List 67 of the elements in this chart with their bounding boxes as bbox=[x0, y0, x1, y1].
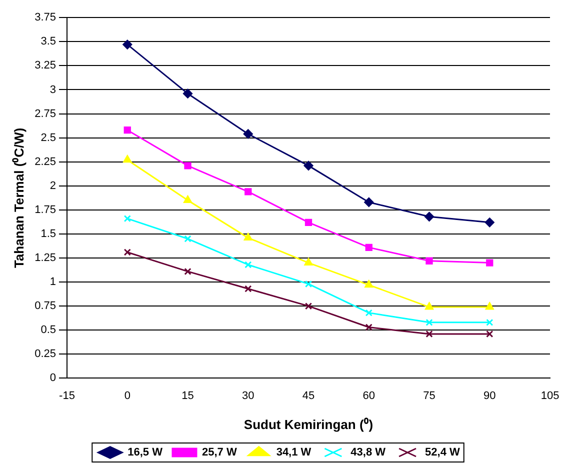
point bbox=[304, 160, 314, 170]
y-tick-label: 1.25 bbox=[34, 252, 56, 264]
x-tick-label: -15 bbox=[59, 390, 75, 402]
point bbox=[243, 129, 253, 139]
point bbox=[122, 40, 132, 50]
y-tick-label: 1.5 bbox=[40, 228, 56, 240]
point bbox=[184, 162, 192, 170]
x-tick-label: 90 bbox=[484, 390, 496, 402]
point bbox=[244, 261, 252, 268]
point bbox=[184, 268, 192, 276]
point bbox=[365, 309, 372, 316]
point bbox=[426, 330, 433, 338]
point bbox=[484, 218, 494, 228]
point bbox=[364, 197, 374, 207]
legend-label: 16,5 W bbox=[128, 446, 164, 459]
x-tick-label: 15 bbox=[182, 390, 194, 402]
y-tick-label: 3.25 bbox=[34, 60, 56, 72]
point bbox=[426, 257, 433, 264]
point bbox=[485, 302, 494, 310]
legend-label: 52,4 W bbox=[425, 446, 460, 459]
point bbox=[304, 218, 312, 226]
x-tick-label: 105 bbox=[540, 390, 560, 402]
point bbox=[244, 188, 252, 196]
point bbox=[304, 302, 312, 310]
y-tick-label: 0.5 bbox=[40, 324, 56, 336]
point bbox=[486, 259, 494, 266]
y-tick-label: 0.75 bbox=[34, 300, 56, 312]
x-tick-label: 30 bbox=[242, 390, 254, 402]
y-tick-label: 2.75 bbox=[34, 108, 56, 120]
x-axis-title: Sudut Kemiringan (⁰) bbox=[244, 416, 374, 432]
y-tick-label: 0 bbox=[50, 372, 56, 384]
point bbox=[486, 318, 494, 326]
point bbox=[424, 212, 434, 222]
x-tick-label: 45 bbox=[302, 390, 315, 402]
y-tick-label: 2.25 bbox=[34, 156, 56, 168]
point bbox=[184, 235, 192, 242]
legend-label: 25,7 W bbox=[202, 446, 238, 459]
y-axis-title: Tahanan Termal (⁰C/W) bbox=[11, 128, 26, 268]
x-tick-label: 0 bbox=[124, 390, 130, 402]
x-tick-label: 60 bbox=[362, 390, 376, 402]
legend-label: 34,1 W bbox=[276, 446, 312, 459]
point bbox=[365, 244, 372, 251]
point bbox=[304, 258, 313, 266]
point bbox=[364, 280, 374, 288]
x-tick-label: 75 bbox=[423, 390, 436, 402]
point bbox=[244, 285, 252, 292]
point bbox=[304, 280, 312, 288]
y-tick-label: 0.25 bbox=[34, 348, 56, 360]
y-tick-label: 3.5 bbox=[40, 36, 56, 48]
legend-label: 43,8 W bbox=[350, 446, 386, 459]
point bbox=[123, 155, 132, 163]
y-tick-label: 2.5 bbox=[40, 132, 56, 144]
y-tick-label: 2 bbox=[50, 180, 56, 192]
point bbox=[425, 302, 434, 310]
y-tick-label: 3 bbox=[50, 84, 56, 96]
point bbox=[365, 324, 372, 331]
point bbox=[426, 318, 433, 326]
y-tick-label: 1 bbox=[50, 276, 56, 288]
point bbox=[486, 330, 494, 338]
point bbox=[124, 126, 131, 134]
point bbox=[124, 214, 131, 222]
point bbox=[184, 196, 192, 204]
y-tick-label: 3.75 bbox=[34, 12, 56, 24]
point bbox=[244, 233, 252, 241]
point bbox=[183, 88, 193, 98]
y-tick-label: 1.75 bbox=[34, 204, 56, 216]
point bbox=[124, 248, 131, 256]
